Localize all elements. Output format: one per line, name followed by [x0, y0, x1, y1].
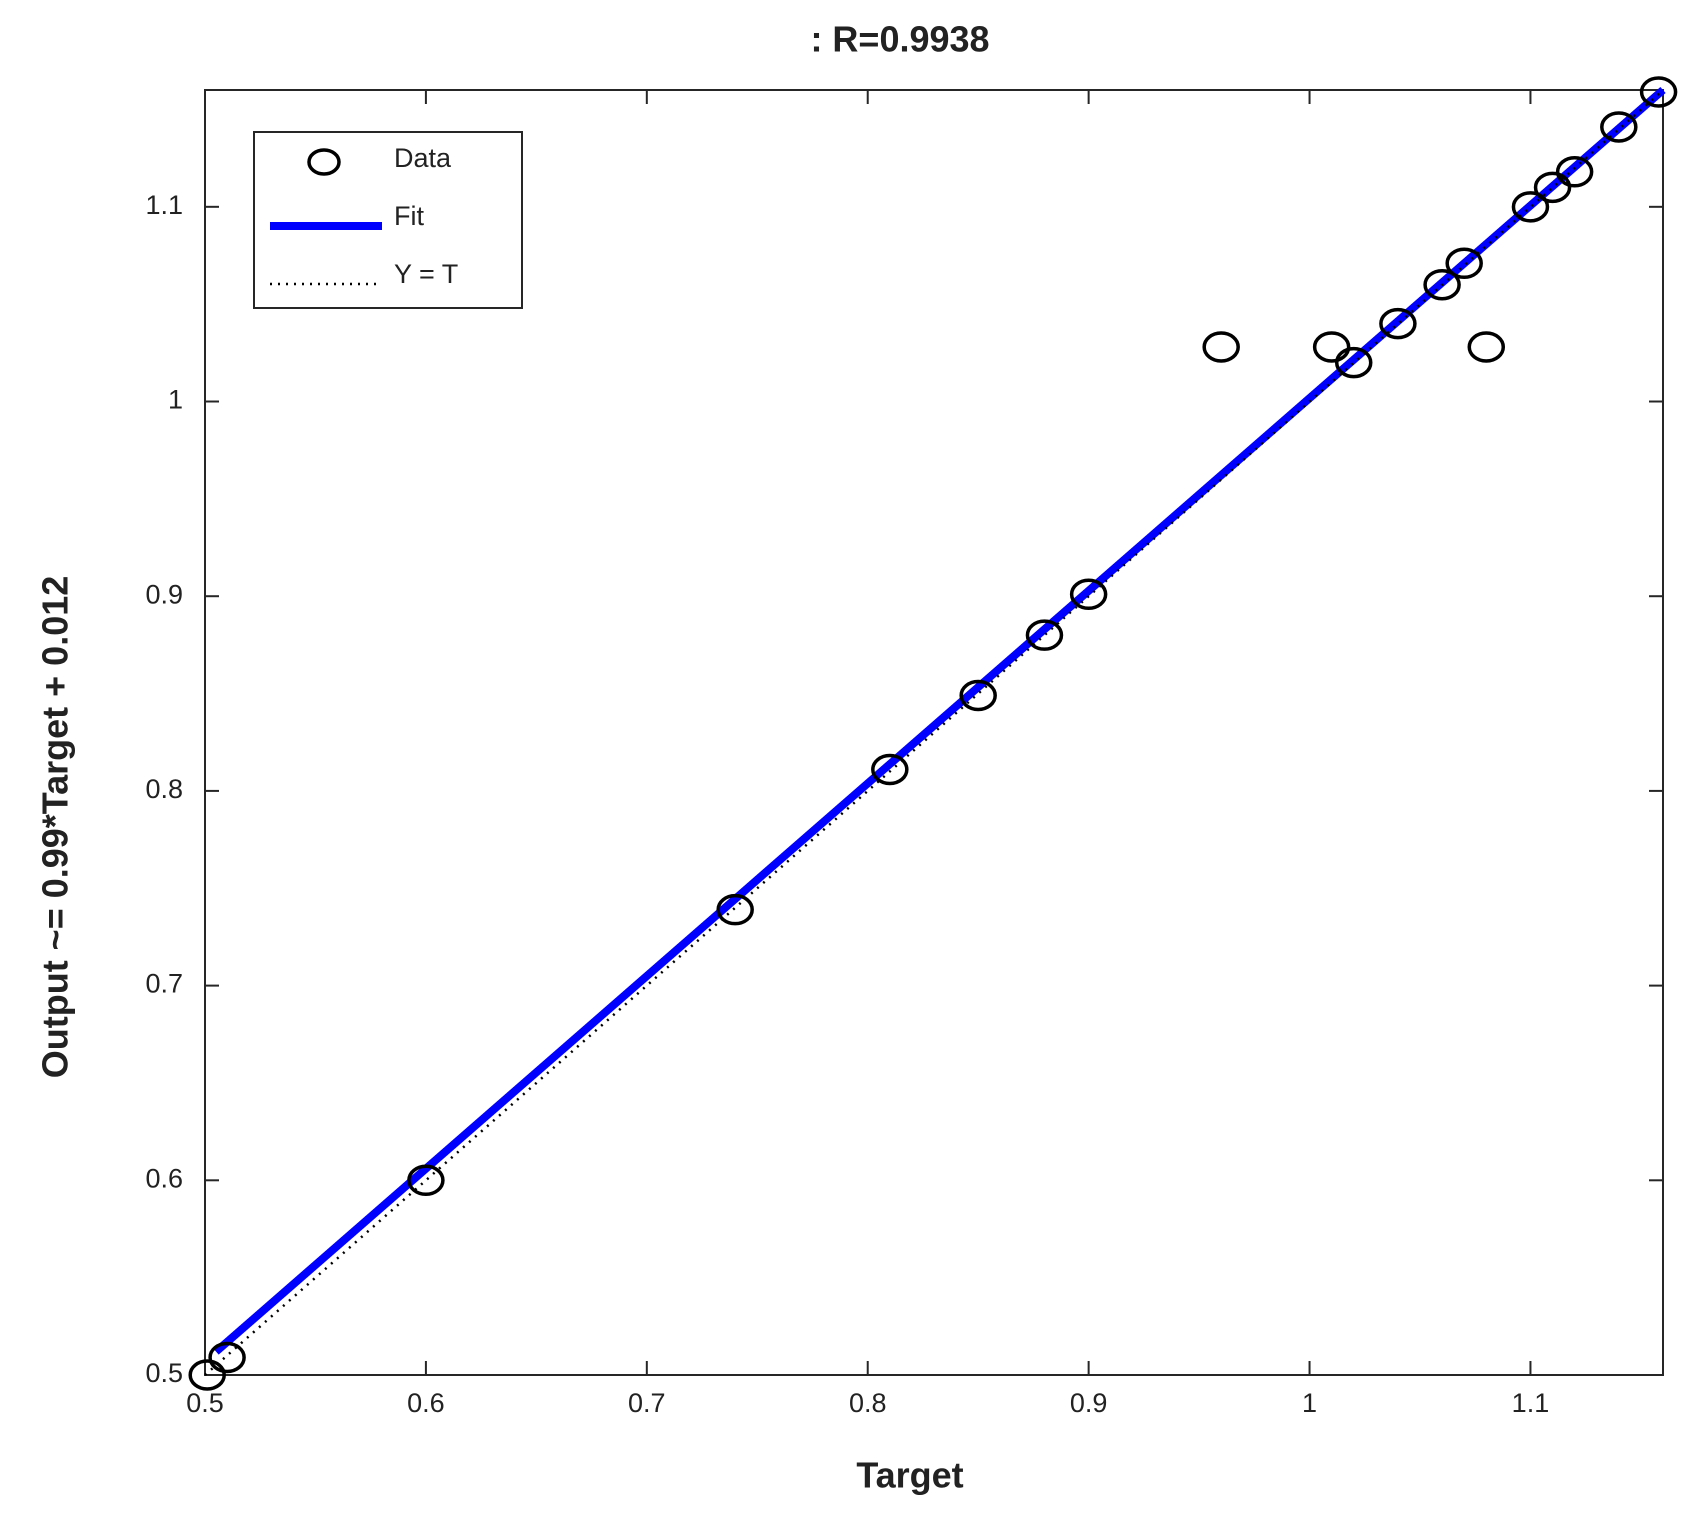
data-point	[716, 893, 754, 926]
y-tick-label: 0.6	[145, 1163, 183, 1193]
y-tick-label: 0.9	[145, 579, 183, 609]
data-point	[1445, 247, 1483, 280]
y-tick-label: 1.1	[145, 190, 183, 220]
legend-label: Fit	[394, 201, 424, 231]
x-tick-label: 0.5	[186, 1388, 224, 1418]
data-point	[1533, 171, 1572, 204]
legend-label: Data	[394, 143, 452, 173]
data-point	[208, 1341, 246, 1374]
data-point	[1025, 619, 1064, 651]
x-tick-label: 0.8	[849, 1388, 887, 1418]
x-axis-label: Target	[856, 1455, 963, 1496]
data-point	[871, 753, 909, 786]
data-point	[959, 679, 997, 712]
legend-symbol	[307, 148, 341, 176]
y-axis-label: Output ~= 0.99*Target + 0.012	[35, 576, 76, 1079]
data-point	[1639, 76, 1678, 108]
data-point	[1467, 331, 1506, 363]
legend-box	[253, 131, 523, 309]
data-point	[1379, 307, 1417, 340]
x-tick-label: 0.7	[628, 1388, 666, 1418]
chart-title: : R=0.9938	[810, 19, 989, 60]
x-tick-label: 1.1	[1512, 1388, 1550, 1418]
data-point	[1069, 578, 1108, 611]
fit-line	[213, 86, 1666, 1355]
data-point	[1555, 156, 1594, 188]
y-tick-label: 0.5	[145, 1358, 183, 1388]
y-tick-label: 1	[168, 385, 183, 415]
x-tick-label: 0.9	[1070, 1388, 1108, 1418]
data-point	[407, 1164, 445, 1197]
x-tick-label: 1	[1302, 1388, 1317, 1418]
data-point	[1423, 268, 1461, 301]
data-point	[1334, 346, 1373, 379]
y-tick-label: 0.7	[145, 969, 183, 999]
data-point	[188, 1359, 226, 1391]
legend-label: Y = T	[394, 259, 458, 289]
data-point	[1312, 331, 1351, 363]
data-point	[1600, 111, 1638, 143]
data-point	[1202, 331, 1240, 363]
data-point	[1511, 191, 1550, 223]
x-tick-label: 0.6	[407, 1388, 445, 1418]
y-tick-label: 0.8	[145, 774, 183, 804]
